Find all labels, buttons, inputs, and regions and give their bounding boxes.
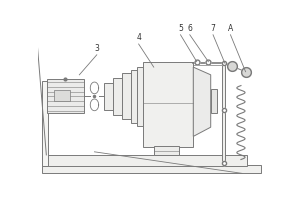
Bar <box>54 90 70 101</box>
Text: 7: 7 <box>211 24 215 33</box>
Text: 4: 4 <box>136 33 141 42</box>
Bar <box>222 64 225 163</box>
Bar <box>42 155 247 166</box>
Bar <box>137 67 143 126</box>
Bar <box>130 70 137 123</box>
Bar <box>42 165 261 173</box>
Text: 5: 5 <box>178 24 183 33</box>
Bar <box>143 62 193 147</box>
Bar <box>211 89 217 113</box>
Text: A: A <box>228 24 233 33</box>
Bar <box>154 146 179 155</box>
Bar <box>113 78 122 115</box>
Bar <box>47 79 84 113</box>
Text: 3: 3 <box>94 44 99 53</box>
Bar <box>122 73 130 119</box>
Bar <box>104 83 113 110</box>
Polygon shape <box>193 67 211 136</box>
Text: 6: 6 <box>187 24 192 33</box>
Bar <box>42 81 48 166</box>
